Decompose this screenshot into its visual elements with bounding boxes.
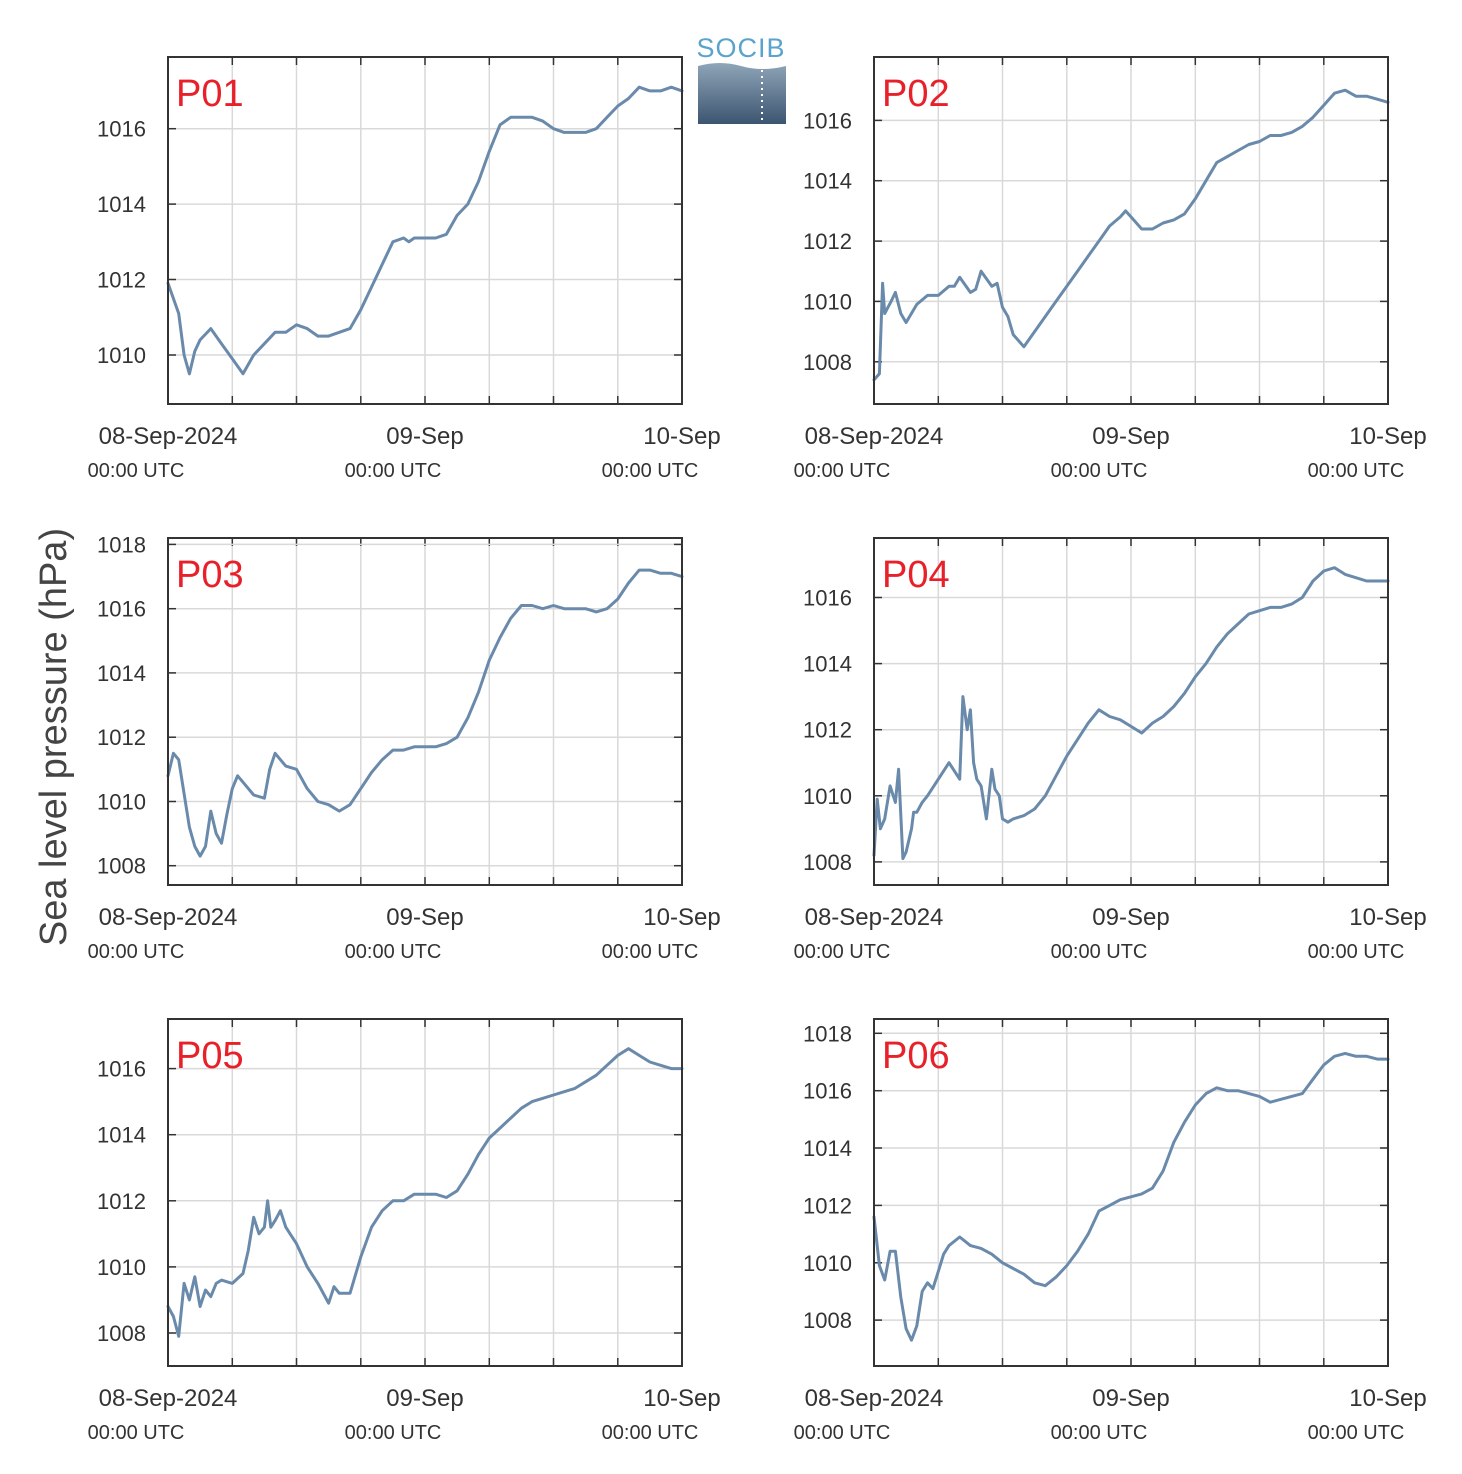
y-tick-label: 1018	[97, 532, 146, 557]
x-tick-date-label: 10-Sep	[1349, 904, 1426, 931]
x-tick-time-label: 00:00 UTC	[602, 941, 699, 963]
panel-label: P03	[176, 554, 244, 596]
y-tick-label: 1010	[97, 343, 146, 368]
plot-frame	[873, 1018, 1389, 1367]
y-tick-label: 1008	[803, 350, 852, 375]
panel-label: P01	[176, 73, 244, 115]
series-line-p06	[872, 1051, 1390, 1342]
y-tick-label: 1010	[803, 1251, 852, 1276]
x-tick-time-label: 00:00 UTC	[345, 460, 442, 482]
y-tick-label: 1012	[803, 1193, 852, 1218]
x-tick-time-label: 00:00 UTC	[345, 941, 442, 963]
x-tick-date-label: 10-Sep	[643, 904, 720, 931]
y-tick-label: 1012	[803, 718, 852, 743]
y-tick-label: 1016	[97, 597, 146, 622]
x-tick-date-label: 08-Sep-2024	[99, 904, 238, 931]
x-tick-time-label: 00:00 UTC	[1051, 460, 1148, 482]
panel-label: P05	[176, 1035, 244, 1077]
panel-p06: 1008 1010 1012 1014 1016 1018 P06 08-Sep-2024 00…	[794, 1018, 1427, 1444]
x-tick-date-label: 08-Sep-2024	[805, 1385, 944, 1412]
panel-p04: 1008 1010 1012 1014 1016 P04 08-Sep-2024 00:00 …	[794, 537, 1427, 963]
plot-frame	[873, 56, 1389, 405]
series-line-p01	[166, 85, 684, 376]
series-line-p04	[872, 566, 1390, 861]
x-tick-date-label: 09-Sep	[1092, 1385, 1169, 1412]
x-tick-date-label: 09-Sep	[386, 1385, 463, 1412]
x-tick-time-label: 00:00 UTC	[794, 941, 891, 963]
x-tick-date-label: 09-Sep	[1092, 904, 1169, 931]
panel-p01: 1010 1012 1014 1016 P01 08-Sep-2024 00:00 UTC 0…	[88, 56, 721, 482]
series-line-p03	[166, 568, 684, 858]
y-tick-label: 1012	[97, 1189, 146, 1214]
x-tick-time-label: 00:00 UTC	[602, 460, 699, 482]
x-tick-time-label: 00:00 UTC	[1308, 460, 1405, 482]
y-tick-label: 1010	[97, 1255, 146, 1280]
x-tick-time-label: 00:00 UTC	[88, 460, 185, 482]
y-tick-label: 1012	[97, 268, 146, 293]
x-tick-date-label: 08-Sep-2024	[99, 1385, 238, 1412]
plot-frame	[167, 56, 683, 405]
x-tick-date-label: 10-Sep	[1349, 1385, 1426, 1412]
socib-logo-icon: SOCIB	[696, 33, 786, 124]
x-tick-time-label: 00:00 UTC	[602, 1422, 699, 1444]
y-tick-label: 1014	[803, 169, 852, 194]
y-tick-label: 1008	[97, 854, 146, 879]
y-tick-label: 1014	[803, 652, 852, 677]
panel-label: P02	[882, 73, 950, 115]
plot-frame	[873, 537, 1389, 886]
y-tick-label: 1012	[803, 229, 852, 254]
y-tick-label: 1010	[803, 784, 852, 809]
y-tick-label: 1010	[97, 790, 146, 815]
x-tick-date-label: 09-Sep	[386, 423, 463, 450]
plot-frame	[167, 1018, 683, 1367]
y-tick-label: 1008	[97, 1321, 146, 1346]
panel-p05: 1008 1010 1012 1014 1016 P05 08-Sep-2024 00:00 …	[88, 1018, 721, 1444]
y-tick-label: 1008	[803, 1308, 852, 1333]
x-tick-time-label: 00:00 UTC	[1308, 1422, 1405, 1444]
logo-text: SOCIB	[696, 33, 785, 63]
panel-p02: 1008 1010 1012 1014 1016 P02 08-Sep-2024 00:00 …	[794, 56, 1427, 482]
y-tick-label: 1014	[97, 192, 146, 217]
x-tick-time-label: 00:00 UTC	[88, 1422, 185, 1444]
panel-label: P04	[882, 554, 950, 596]
series-line-p05	[166, 1047, 684, 1338]
y-tick-label: 1016	[97, 117, 146, 142]
x-tick-date-label: 08-Sep-2024	[99, 423, 238, 450]
y-tick-label: 1014	[97, 1123, 146, 1148]
x-tick-time-label: 00:00 UTC	[88, 941, 185, 963]
y-tick-label: 1016	[803, 108, 852, 133]
y-axis-label: Sea level pressure (hPa)	[33, 528, 75, 946]
y-tick-label: 1016	[803, 586, 852, 611]
x-tick-date-label: 09-Sep	[386, 904, 463, 931]
x-tick-time-label: 00:00 UTC	[794, 460, 891, 482]
plot-frame	[167, 537, 683, 886]
x-tick-date-label: 10-Sep	[643, 423, 720, 450]
y-tick-label: 1008	[803, 850, 852, 875]
x-tick-time-label: 00:00 UTC	[1051, 941, 1148, 963]
y-tick-label: 1018	[803, 1021, 852, 1046]
y-tick-label: 1016	[97, 1057, 146, 1082]
y-tick-label: 1014	[97, 661, 146, 686]
x-tick-time-label: 00:00 UTC	[1308, 941, 1405, 963]
x-tick-date-label: 10-Sep	[643, 1385, 720, 1412]
x-tick-time-label: 00:00 UTC	[1051, 1422, 1148, 1444]
y-tick-label: 1012	[97, 725, 146, 750]
panel-p03: 1008 1010 1012 1014 1016 1018 P03 08-Sep-2024 00…	[88, 532, 721, 963]
x-tick-date-label: 09-Sep	[1092, 423, 1169, 450]
y-tick-label: 1014	[803, 1136, 852, 1161]
x-tick-date-label: 08-Sep-2024	[805, 904, 944, 931]
panels: 1010 1012 1014 1016 P01 08-Sep-2024 00:00 UTC 0…	[88, 56, 1427, 1444]
y-tick-label: 1016	[803, 1079, 852, 1104]
x-tick-time-label: 00:00 UTC	[345, 1422, 442, 1444]
x-tick-date-label: 10-Sep	[1349, 423, 1426, 450]
panel-label: P06	[882, 1035, 950, 1077]
y-tick-label: 1010	[803, 289, 852, 314]
series-line-p02	[872, 88, 1390, 382]
x-tick-date-label: 08-Sep-2024	[805, 423, 944, 450]
x-tick-time-label: 00:00 UTC	[794, 1422, 891, 1444]
